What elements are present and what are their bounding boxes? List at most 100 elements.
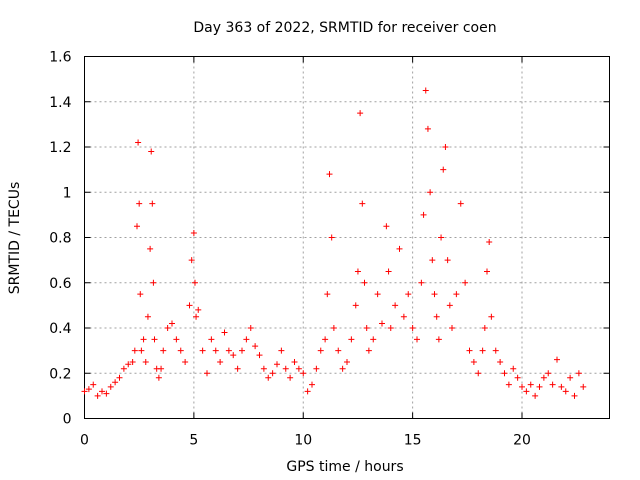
data-point <box>392 302 399 309</box>
data-point <box>212 347 219 354</box>
data-point <box>269 370 276 377</box>
data-point <box>427 189 434 196</box>
data-point <box>339 365 346 372</box>
data-point <box>191 279 198 286</box>
data-point <box>138 347 145 354</box>
data-point <box>317 347 324 354</box>
data-point <box>540 374 547 381</box>
x-tick-label: 10 <box>294 433 312 449</box>
data-point <box>169 320 175 327</box>
data-point <box>300 370 307 377</box>
data-point <box>313 365 320 372</box>
data-point <box>107 383 114 390</box>
data-point <box>510 365 517 372</box>
data-point <box>150 279 157 286</box>
data-point <box>361 279 368 286</box>
data-point <box>243 336 250 343</box>
data-point <box>344 358 350 365</box>
data-point <box>431 291 438 298</box>
data-point <box>149 200 156 207</box>
data-point <box>309 381 315 388</box>
data-point <box>160 347 167 354</box>
data-point <box>365 347 372 354</box>
data-point <box>193 313 200 320</box>
data-point <box>379 320 385 327</box>
data-point <box>90 381 97 388</box>
data-point <box>136 200 143 207</box>
data-point <box>549 381 556 388</box>
data-point <box>363 325 370 331</box>
data-point <box>374 291 381 298</box>
data-point <box>239 347 245 354</box>
y-tick-label: 1.6 <box>49 50 71 66</box>
data-point <box>247 325 254 331</box>
data-point <box>230 352 237 359</box>
data-point <box>449 325 455 331</box>
data-point <box>274 361 280 368</box>
data-point <box>304 388 311 395</box>
data-point <box>252 343 259 350</box>
data-point <box>225 347 232 354</box>
data-point <box>120 365 127 372</box>
data-point <box>291 358 298 365</box>
data-point <box>385 268 392 275</box>
data-point <box>354 268 361 275</box>
data-point <box>186 302 193 309</box>
y-tick-label: 0.8 <box>49 231 71 247</box>
data-point <box>352 302 359 309</box>
data-point <box>488 313 495 320</box>
data-point <box>567 374 574 381</box>
data-point <box>81 388 88 395</box>
chart-title: Day 363 of 2022, SRMTID for receiver coe… <box>193 20 496 36</box>
data-point <box>497 358 504 365</box>
data-point <box>562 388 569 395</box>
data-point <box>429 257 436 264</box>
y-tick-label: 0.2 <box>49 366 71 382</box>
data-point <box>433 313 440 320</box>
data-point <box>137 291 144 298</box>
data-point <box>129 358 136 365</box>
data-point <box>155 374 162 381</box>
data-point <box>486 239 493 246</box>
data-point <box>85 386 92 393</box>
data-point <box>484 268 490 275</box>
data-point <box>359 200 366 207</box>
data-point <box>558 383 565 390</box>
data-point <box>519 383 525 390</box>
data-point <box>453 291 460 298</box>
data-point <box>103 390 110 397</box>
data-point <box>409 325 416 331</box>
grid-lines <box>84 56 610 419</box>
data-point <box>147 245 154 252</box>
data-point <box>444 257 451 264</box>
data-point <box>523 388 530 395</box>
data-point <box>470 358 477 365</box>
x-axis-label: GPS time / hours <box>286 459 403 475</box>
x-tick-label: 0 <box>80 433 89 449</box>
data-point <box>438 234 445 241</box>
data-point <box>405 291 412 298</box>
data-point <box>532 392 539 399</box>
data-point <box>190 229 197 236</box>
data-point <box>164 325 171 331</box>
data-point <box>396 245 403 252</box>
data-point <box>142 358 149 365</box>
data-point <box>400 313 407 320</box>
data-point <box>370 336 377 343</box>
y-tick-label: 0.6 <box>49 276 71 292</box>
data-point <box>571 392 578 399</box>
data-point <box>278 347 285 354</box>
data-point <box>335 347 342 354</box>
data-point <box>99 388 105 395</box>
data-point <box>475 370 482 377</box>
data-point <box>330 325 337 331</box>
data-point <box>545 370 552 377</box>
data-point <box>357 110 364 117</box>
data-point <box>158 365 165 372</box>
data-point <box>221 329 228 336</box>
data-point <box>442 144 449 150</box>
y-axis-label: SRMTID / TECUs <box>7 182 23 295</box>
data-point <box>322 336 329 343</box>
data-point <box>492 347 499 354</box>
